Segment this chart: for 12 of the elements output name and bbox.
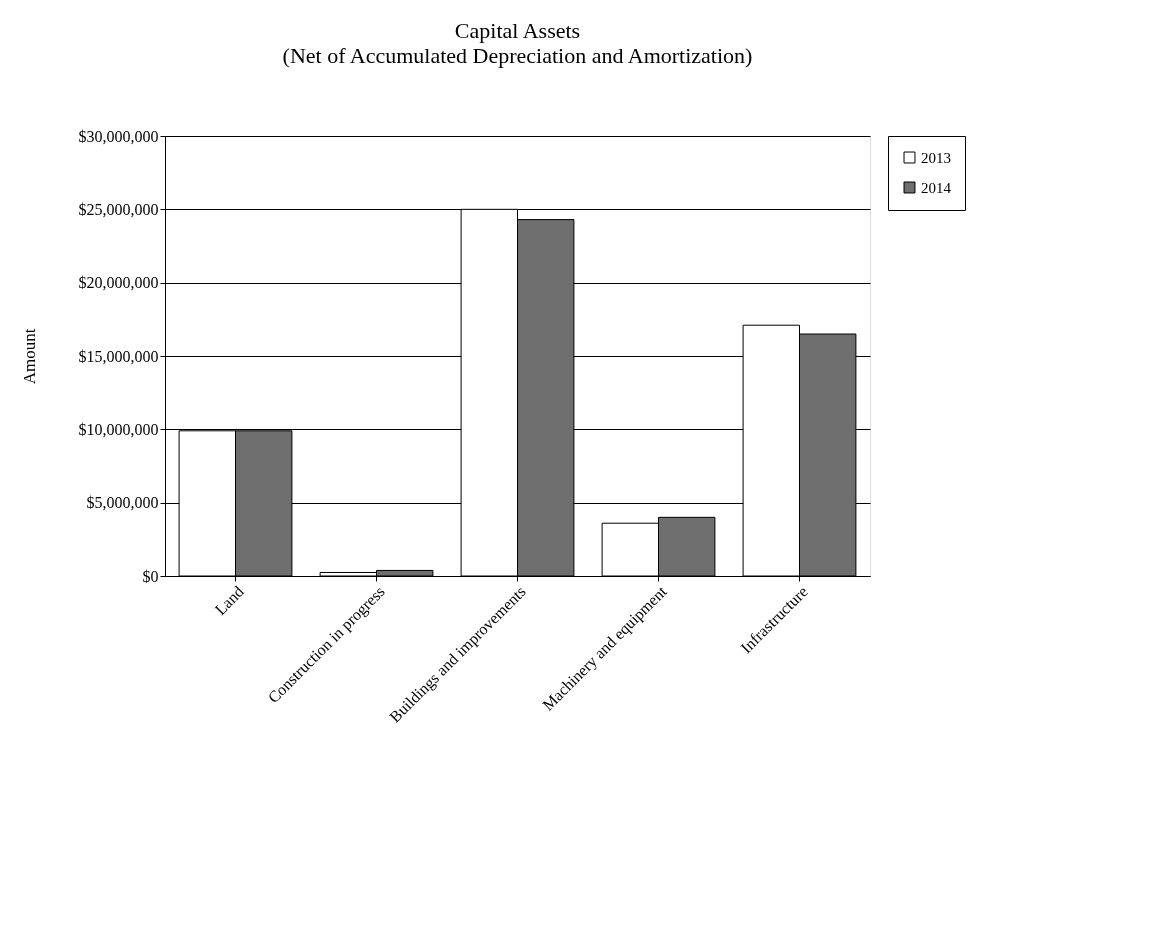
y-tick-label: $10,000,000 [78, 420, 159, 438]
legend-label: 2013 [921, 149, 951, 166]
y-tick-label: $0 [142, 567, 159, 585]
y-tick-label: $25,000,000 [78, 200, 159, 218]
y-axis-title: Amount [19, 328, 39, 385]
legend-label: 2014 [921, 179, 952, 196]
y-tick-label: $15,000,000 [78, 347, 159, 365]
chart-subtitle: (Net of Accumulated Depreciation and Amortization) [282, 43, 753, 68]
y-tick-label: $30,000,000 [78, 127, 159, 145]
y-tick-label: $5,000,000 [86, 494, 159, 512]
chart-title: Capital Assets [454, 18, 581, 43]
y-tick-label: $20,000,000 [78, 274, 159, 292]
